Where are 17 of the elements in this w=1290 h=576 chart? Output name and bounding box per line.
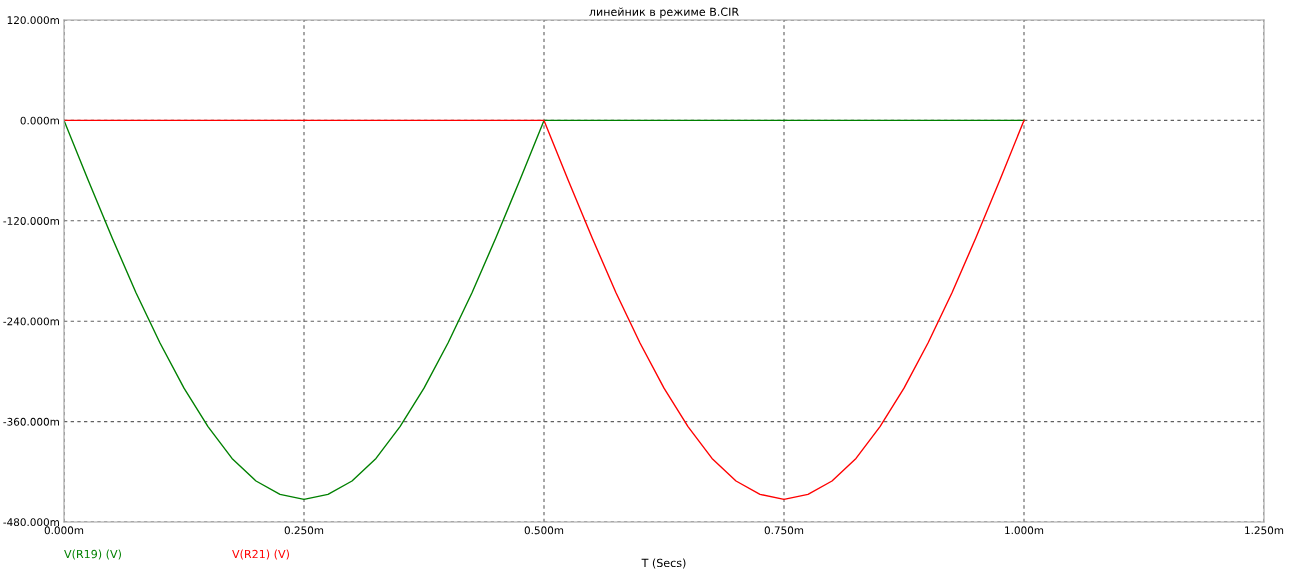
x-tick-label: 1.250m [1245, 526, 1284, 535]
y-tick-label: -360.000m [3, 417, 59, 426]
x-tick-label: 0.500m [524, 526, 564, 535]
x-axis-title: T (Secs) [641, 558, 686, 569]
chart-title: линейник в режиме B.CIR [589, 7, 739, 19]
x-tick-label: 0.750m [764, 526, 804, 535]
y-tick-label: -240.000m [3, 317, 59, 326]
text: V(R21) (V) [232, 549, 289, 560]
text: V(R19) (V) [64, 549, 121, 560]
y-tick-label: -480.000m [3, 518, 59, 527]
y-tick-label: 0.000m [20, 116, 59, 125]
y-tick-label: 120.000m [7, 16, 59, 25]
line-series [64, 119, 1025, 501]
y-tick-label: -120.000m [3, 217, 59, 225]
x-tick-label: 0.000m [44, 526, 84, 535]
x-tick-label: 1.000m [1005, 526, 1044, 535]
x-tick-label: 0.250m [284, 526, 324, 535]
